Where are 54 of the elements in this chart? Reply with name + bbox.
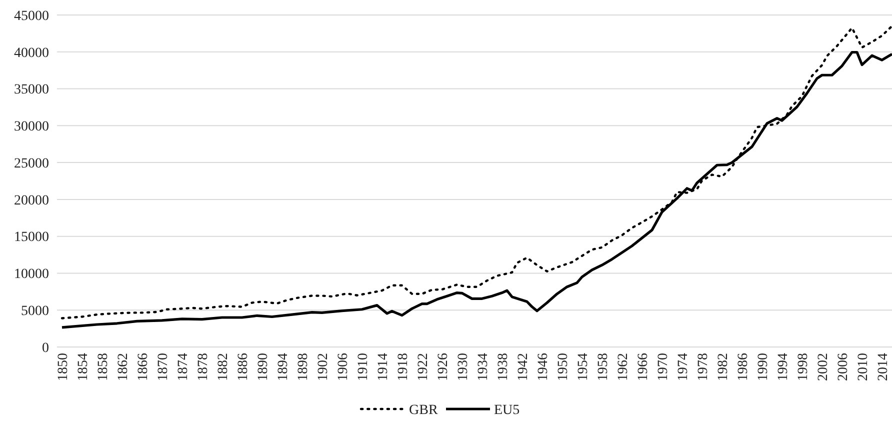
y-tick-label: 0: [42, 340, 49, 356]
x-tick-label: 1954: [576, 353, 591, 381]
x-tick-label: 1870: [156, 353, 171, 381]
x-tick-label: 1982: [716, 353, 731, 381]
x-tick-label: 1950: [556, 353, 571, 381]
x-tick-label: 1874: [176, 353, 191, 381]
x-tick-label: 2014: [876, 353, 891, 381]
x-tick-label: 1930: [456, 353, 471, 381]
x-tick-label: 1886: [236, 353, 251, 381]
x-tick-label: 1858: [96, 353, 111, 381]
x-tick-label: 1974: [676, 353, 691, 381]
x-tick-label: 1934: [476, 353, 491, 381]
y-tick-label: 25000: [14, 156, 49, 172]
y-tick-label: 30000: [14, 120, 49, 135]
x-tick-label: 1938: [496, 353, 511, 381]
x-tick-label: 2006: [836, 353, 851, 381]
x-tick-label: 1946: [536, 353, 551, 381]
x-tick-label: 1966: [636, 353, 651, 381]
x-tick-label: 1942: [516, 353, 531, 381]
x-tick-label: 1882: [216, 353, 231, 381]
x-tick-label: 1990: [756, 353, 771, 381]
x-tick-label: 2010: [856, 353, 871, 381]
x-tick-label: 1898: [296, 353, 311, 381]
y-tick-label: 5000: [21, 304, 49, 320]
x-tick-label: 1922: [416, 353, 431, 381]
x-tick-label: 1910: [356, 353, 371, 381]
y-tick-label: 40000: [14, 46, 49, 61]
y-tick-label: 35000: [14, 82, 49, 98]
x-tick-label: 1926: [436, 353, 451, 381]
y-tick-label: 15000: [14, 230, 49, 246]
x-tick-label: 1998: [796, 353, 811, 381]
x-tick-label: 2002: [816, 353, 831, 381]
x-tick-label: 1890: [256, 353, 271, 381]
x-tick-label: 1906: [336, 353, 351, 381]
x-tick-label: 1894: [276, 353, 291, 381]
x-tick-label: 1866: [136, 353, 151, 381]
x-tick-label: 1854: [76, 353, 91, 381]
x-tick-label: 1918: [396, 353, 411, 381]
x-tick-label: 1878: [196, 353, 211, 381]
legend-label: GBR: [409, 402, 438, 418]
x-tick-label: 1994: [776, 353, 791, 381]
x-tick-label: 1902: [316, 353, 331, 381]
y-tick-label: 45000: [14, 8, 49, 24]
x-tick-label: 1978: [696, 353, 711, 381]
legend-label: EU5: [494, 402, 520, 418]
y-tick-label: 10000: [14, 267, 49, 282]
x-tick-label: 1970: [656, 353, 671, 381]
x-tick-label: 1914: [376, 353, 391, 381]
x-tick-label: 1962: [616, 353, 631, 381]
x-tick-label: 1986: [736, 353, 751, 381]
y-tick-label: 20000: [14, 193, 49, 208]
x-tick-label: 1958: [596, 353, 611, 381]
x-tick-label: 1850: [56, 353, 71, 381]
x-tick-label: 1862: [116, 353, 131, 381]
